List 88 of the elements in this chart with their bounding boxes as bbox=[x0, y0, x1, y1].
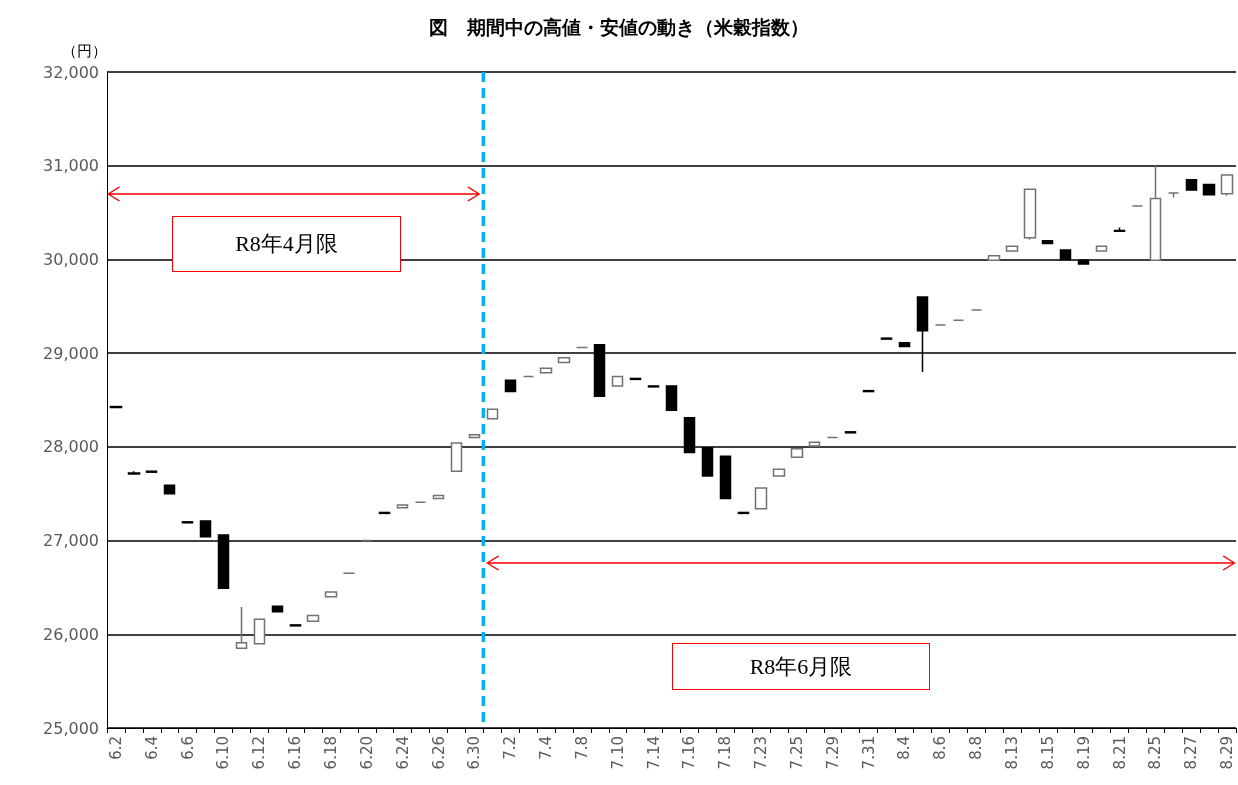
x-tick-label: 7.2 bbox=[501, 736, 520, 760]
candlestick bbox=[1023, 188, 1037, 241]
x-tick-label: 7.4 bbox=[537, 736, 556, 760]
y-tick-label: 31,000 bbox=[43, 156, 99, 176]
x-tick-label: 8.21 bbox=[1110, 736, 1129, 770]
candlestick bbox=[987, 254, 1001, 262]
candlestick bbox=[181, 521, 194, 524]
x-tick-label: 6.20 bbox=[357, 736, 376, 770]
x-tick-label: 6.26 bbox=[429, 736, 448, 770]
x-tick-label: 6.6 bbox=[178, 736, 197, 760]
x-tick-label: 6.2 bbox=[106, 736, 125, 760]
x-tick-label: 6.4 bbox=[142, 736, 161, 760]
candlestick bbox=[754, 487, 768, 510]
candlestick bbox=[665, 385, 678, 412]
x-tick-label: 7.18 bbox=[716, 736, 735, 770]
candlestick bbox=[199, 520, 212, 538]
x-tick-label: 8.25 bbox=[1146, 736, 1165, 770]
candlestick bbox=[306, 614, 320, 622]
candlestick bbox=[360, 539, 373, 542]
x-tick-label: 7.10 bbox=[608, 736, 627, 770]
candlestick bbox=[1185, 179, 1198, 191]
candlestick bbox=[880, 337, 893, 340]
candlestick bbox=[557, 357, 571, 364]
candlestick bbox=[324, 591, 338, 598]
candlestick bbox=[1202, 183, 1216, 196]
y-tick-label: 30,000 bbox=[43, 249, 99, 269]
candlestick bbox=[539, 367, 553, 374]
y-tick-label: 26,000 bbox=[43, 624, 99, 644]
x-tick-label: 6.24 bbox=[393, 736, 412, 770]
x-tick-label: 8.15 bbox=[1038, 736, 1057, 770]
candlestick bbox=[611, 375, 624, 387]
candlestick bbox=[432, 494, 445, 500]
candlestick bbox=[790, 447, 804, 458]
label-box: R8年6月限 bbox=[672, 643, 930, 690]
candlestick bbox=[127, 470, 141, 475]
x-tick-label: 8.27 bbox=[1182, 736, 1201, 770]
y-axis-title: （円） bbox=[62, 41, 107, 60]
candlestick bbox=[522, 375, 535, 378]
y-tick-label: 25,000 bbox=[43, 718, 99, 738]
candlestick bbox=[575, 346, 589, 349]
candlestick bbox=[1041, 239, 1054, 245]
x-tick-label: 8.29 bbox=[1218, 736, 1237, 770]
x-tick-label: 6.12 bbox=[250, 736, 269, 770]
x-tick-label: 8.6 bbox=[931, 736, 950, 760]
chart-title: 図 期間中の高値・安値の動き（米穀指数） bbox=[429, 15, 809, 38]
x-tick-label: 8.19 bbox=[1074, 736, 1093, 770]
y-tick-label: 32,000 bbox=[43, 62, 99, 82]
candlestick bbox=[808, 441, 821, 447]
x-tick-label: 7.23 bbox=[752, 736, 771, 770]
candlestick bbox=[1167, 192, 1180, 199]
candlestick bbox=[1220, 174, 1234, 197]
candlestick bbox=[719, 455, 732, 500]
candlestick bbox=[952, 319, 965, 322]
candlestick bbox=[898, 342, 911, 348]
x-tick-label: 8.8 bbox=[967, 736, 986, 760]
candlestick bbox=[342, 572, 356, 575]
candlestick bbox=[253, 618, 266, 645]
label-box: R8年4月限 bbox=[172, 216, 401, 272]
candlestick bbox=[450, 442, 463, 472]
x-tick-label: 8.13 bbox=[1002, 736, 1021, 770]
x-tick-label: 7.16 bbox=[680, 736, 699, 770]
x-tick-label: 7.25 bbox=[787, 736, 806, 770]
x-tick-label: 7.31 bbox=[859, 736, 878, 770]
candlestick bbox=[396, 504, 409, 509]
x-tick-label: 6.18 bbox=[322, 736, 341, 770]
candlestick bbox=[468, 433, 481, 439]
x-tick-label: 8.4 bbox=[895, 736, 914, 760]
y-tick-label: 27,000 bbox=[43, 531, 99, 551]
candlestick bbox=[826, 436, 839, 439]
candlestick bbox=[145, 470, 158, 473]
y-tick-label: 29,000 bbox=[43, 343, 99, 363]
x-tick-label: 6.30 bbox=[465, 736, 484, 770]
candlestick bbox=[772, 468, 786, 477]
x-tick-label: 7.8 bbox=[572, 736, 591, 760]
candlestick bbox=[1149, 164, 1162, 262]
candlestick bbox=[235, 606, 248, 650]
x-tick-label: 7.14 bbox=[644, 736, 663, 770]
x-tick-label: 7.29 bbox=[823, 736, 842, 770]
candlestick bbox=[1095, 245, 1108, 252]
y-tick-label: 28,000 bbox=[43, 437, 99, 457]
candlestick bbox=[271, 605, 284, 613]
candlestick bbox=[1005, 245, 1019, 252]
candlestick bbox=[844, 431, 857, 434]
candlestick bbox=[504, 379, 517, 393]
candlestick bbox=[289, 624, 302, 627]
x-tick-label: 6.16 bbox=[286, 736, 305, 770]
x-tick-label: 6.10 bbox=[214, 736, 233, 770]
candlestick bbox=[647, 385, 660, 388]
